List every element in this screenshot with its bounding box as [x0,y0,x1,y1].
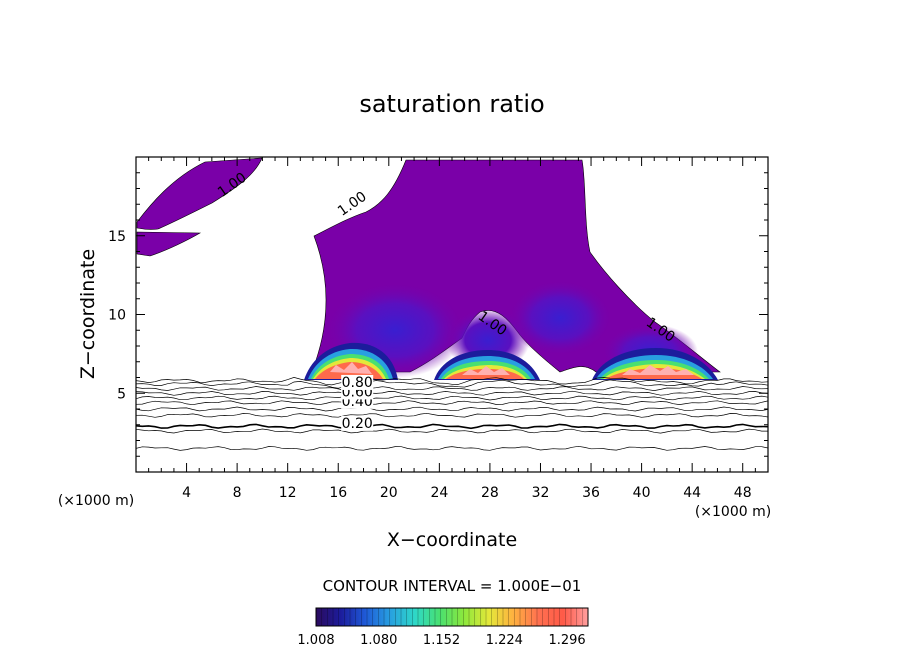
x-tick-label: 36 [582,485,600,501]
y-tick-label: 5 [117,386,126,402]
contour-label: 0.20 [342,416,373,432]
contour-line [136,377,768,386]
dome-2 [434,350,540,380]
x-unit-left: (×1000 m) [58,493,134,509]
colorbar-tick-label: 1.080 [360,633,397,648]
x-tick-label: 32 [532,485,550,501]
contour-line [136,445,768,451]
y-tick-label: 15 [108,229,126,245]
axis-ticks [136,157,768,472]
contour-line [136,412,768,418]
colorbar-tick-label: 1.152 [423,633,460,648]
contour-line [136,400,768,406]
y-tick-label: 10 [108,308,126,324]
contour-interval: CONTOUR INTERVAL = 1.000E−01 [323,577,582,595]
x-tick-label: 28 [481,485,499,501]
dome-3 [592,348,718,380]
contour-line [136,406,768,412]
contour-line [136,395,768,401]
contour-line [136,386,768,391]
x-tick-label: 16 [329,485,347,501]
colorbar-tick-label: 1.008 [297,633,334,648]
contour-label-bg [341,415,374,431]
x-axis-label: X−coordinate [387,529,517,551]
contour-line [136,423,768,430]
colorbar-stripes [321,608,583,626]
colorbar-tick-label: 1.296 [548,633,585,648]
chart-title: saturation ratio [359,90,544,118]
x-tick-label: 44 [683,485,701,501]
x-tick-label: 8 [233,485,242,501]
y-axis-label: Z−coordinate [77,249,99,379]
colorbar-labels: 1.008 1.080 1.152 1.224 1.296 [297,633,585,648]
x-unit-right: (×1000 m) [695,504,771,520]
x-tick-label: 12 [279,485,297,501]
contour-label-bg [341,374,374,390]
x-tick-label: 48 [734,485,752,501]
x-tick-label: 40 [633,485,651,501]
cloud-core-3 [508,280,612,356]
contour-lines [136,377,768,451]
colorbar-tick-label: 1.224 [486,633,523,648]
contour-label: 0.80 [342,375,373,391]
cloud-left-strip [136,231,202,257]
plot-area [136,157,768,451]
dome-1 [304,342,398,380]
cloud-upper-left [136,157,263,230]
contour-line [136,379,768,389]
contour-line [136,428,768,434]
x-tick-label: 24 [430,485,448,501]
colorbar [315,607,589,627]
x-tick-label: 4 [182,485,191,501]
x-tick-label: 20 [380,485,398,501]
contour-line [136,390,768,396]
